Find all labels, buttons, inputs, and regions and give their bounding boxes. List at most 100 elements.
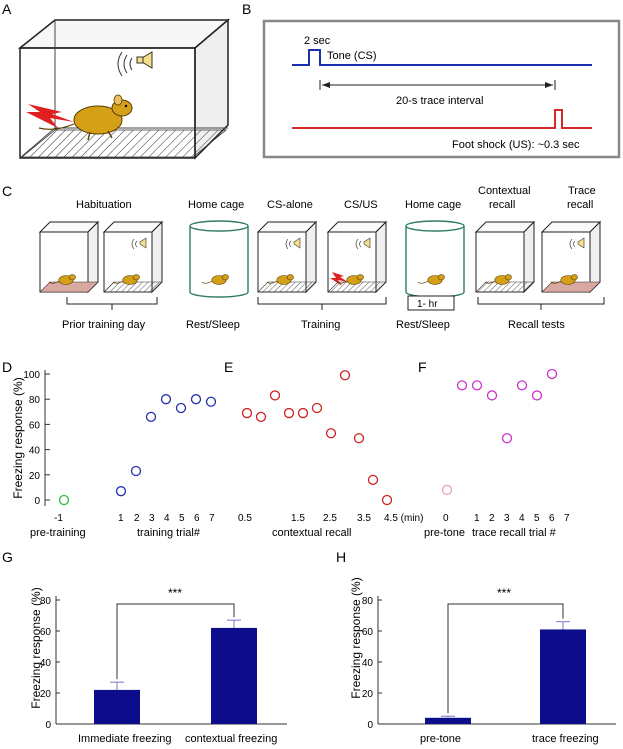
- interval-label: 1- hr: [417, 299, 438, 310]
- d-xtick-7: 7: [209, 513, 215, 524]
- trace-recall-box-mouse-icon: [550, 274, 578, 285]
- h-ylabel: Freezing response (%): [349, 577, 363, 698]
- bracket-training: Training: [301, 319, 340, 331]
- shock-label: Foot shock (US): ~0.3 sec: [452, 139, 580, 151]
- g-bar-0: [94, 689, 140, 724]
- def-ytick-label: 20: [29, 471, 41, 482]
- grid-floor: [20, 129, 228, 158]
- panel-a-chamber: [17, 18, 231, 160]
- d-xtick-6: 6: [194, 513, 200, 524]
- g-sig: ***: [168, 586, 182, 600]
- g-category-1: contextual freezing: [185, 733, 277, 745]
- d-xlabel-trial: training trial#: [137, 527, 201, 539]
- f-xtick-4: 4: [519, 513, 525, 524]
- d-point: [175, 402, 187, 414]
- d-point: [130, 465, 142, 477]
- def-ytick-label: 100: [23, 370, 40, 381]
- g-ytick-label: 20: [40, 689, 52, 700]
- stage-contextual-recall-1: Contextual: [478, 185, 531, 197]
- trace-recall-box-speaker-icon: [569, 237, 585, 250]
- e-point: [311, 402, 323, 414]
- shock-bolt-icon: [26, 104, 74, 128]
- tone-label: Tone (CS): [327, 50, 377, 62]
- h-category-1: trace freezing: [532, 733, 599, 745]
- h-significance-bracket: [447, 603, 564, 714]
- g-ytick-label: 0: [45, 720, 51, 731]
- habituation-box-1-mouse-icon: [48, 274, 76, 285]
- e-point: [381, 494, 393, 506]
- d-xtick-5: 5: [179, 513, 185, 524]
- e-xtick-4: 4.5 (min): [384, 513, 423, 524]
- e-xtick-2: 2.5: [323, 513, 337, 524]
- cs-alone-box-speaker-icon: [285, 237, 301, 250]
- g-category-0: Immediate freezing: [78, 733, 172, 745]
- mouse-icon: [38, 94, 133, 141]
- f-xtick-0: 0: [443, 513, 449, 524]
- tone-trace: [292, 49, 592, 66]
- panel-label-c: C: [2, 183, 12, 199]
- stage-contextual-recall-2: recall: [489, 199, 515, 211]
- trace-recall-box: [540, 220, 602, 294]
- f-xtick-6: 6: [549, 513, 555, 524]
- d-xtick-2: 2: [134, 513, 140, 524]
- d-xtick-3: 3: [149, 513, 155, 524]
- d-point: [190, 394, 202, 405]
- f-point: [471, 380, 483, 391]
- g-ytick-label: 80: [40, 596, 52, 607]
- h-category-0: pre-tone: [420, 733, 461, 745]
- home-cage-2: [405, 220, 465, 298]
- home-cage-2-mouse-icon: [417, 274, 445, 285]
- cs-us-box-speaker-icon: [355, 237, 371, 250]
- stage-home-cage-2: Home cage: [405, 199, 461, 211]
- f-point: [441, 484, 453, 496]
- f-xtick-1: 1: [474, 513, 480, 524]
- habituation-box-2-speaker-icon: [131, 237, 147, 250]
- e-xlabel: contextual recall: [272, 527, 352, 539]
- cs-alone-box-mouse-icon: [266, 274, 294, 285]
- panel-label-h: H: [336, 549, 346, 565]
- h-ytick-label: 20: [362, 689, 374, 700]
- h-ytick-label: 40: [362, 658, 374, 669]
- e-point: [269, 390, 281, 401]
- habituation-box-2: [102, 220, 164, 294]
- contextual-recall-box: [474, 220, 536, 294]
- e-point: [339, 370, 351, 381]
- d-point: [205, 396, 217, 407]
- d-xtick-1: 1: [118, 513, 124, 524]
- f-point: [486, 390, 498, 401]
- h-ytick-label: 80: [362, 596, 374, 607]
- bracket-prior-day: Prior training day: [62, 319, 146, 331]
- d-point: [58, 494, 70, 506]
- panel-label-g: G: [2, 549, 13, 565]
- panel-g-bar: Freezing response (%) 0 20 40 60 80 *** Imme…: [29, 586, 287, 745]
- panel-c-protocol: Habituation Home cage CS-alone CS/US Hom…: [38, 185, 605, 331]
- e-xtick-0: 0.5: [238, 513, 252, 524]
- speaker-icon: [117, 51, 153, 77]
- d-point: [160, 394, 172, 405]
- h-sig: ***: [497, 586, 511, 600]
- bracket-rest-1: Rest/Sleep: [186, 319, 240, 331]
- g-significance-bracket: [116, 603, 235, 680]
- trace-interval-label: 20-s trace interval: [396, 95, 483, 107]
- f-point: [501, 433, 513, 444]
- panel-label-b: B: [242, 1, 251, 17]
- stage-habituation: Habituation: [76, 199, 132, 211]
- g-bar-1: [211, 627, 257, 724]
- panel-label-e: E: [224, 359, 233, 375]
- h-bar-0: [425, 717, 471, 724]
- contextual-recall-box-mouse-icon: [484, 274, 512, 285]
- shock-trace: [292, 109, 592, 129]
- e-point: [325, 428, 337, 439]
- tone-duration-label: 2 sec: [304, 35, 331, 47]
- cs-alone-box: [256, 220, 318, 294]
- e-point: [367, 474, 379, 485]
- habituation-box-2-mouse-icon: [112, 274, 140, 285]
- d-xlabel-pre: pre-training: [30, 527, 86, 539]
- stage-cs-us: CS/US: [344, 199, 378, 211]
- cs-us-box: [326, 220, 388, 294]
- g-ytick-label: 60: [40, 627, 52, 638]
- f-point: [516, 380, 528, 391]
- panel-h-bar: Freezing response (%) 0 20 40 60 80 *** pre-…: [349, 577, 616, 745]
